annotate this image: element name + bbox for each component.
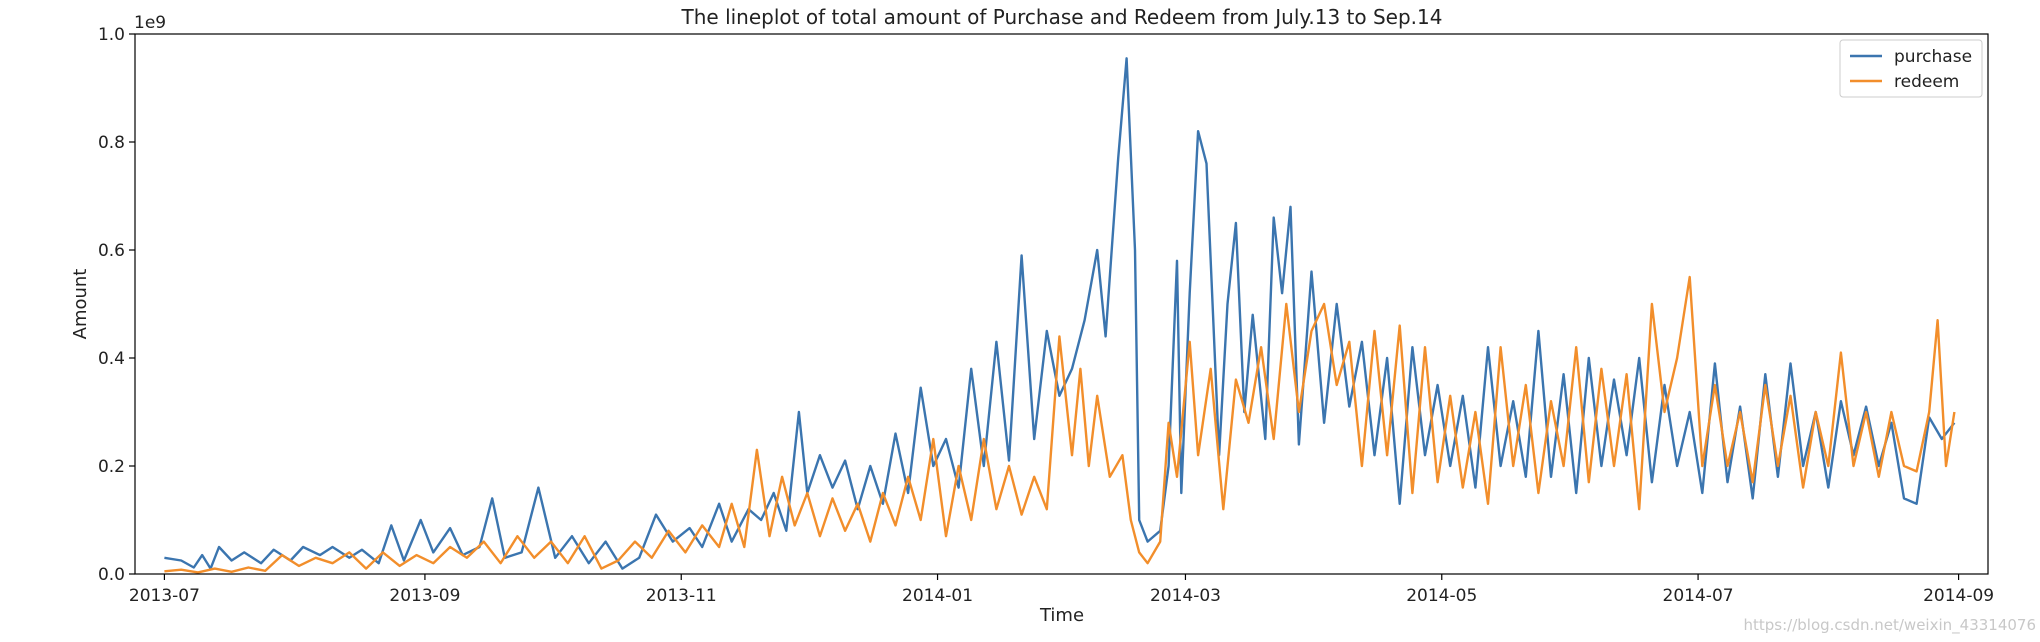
y-axis: 0.0 0.2 0.4 0.6 0.8 1.0	[98, 25, 135, 585]
x-tick-label: 2014-03	[1150, 586, 1221, 606]
x-tick-label: 2014-05	[1406, 586, 1477, 606]
x-tick-label: 2014-01	[902, 586, 973, 606]
chart-title: The lineplot of total amount of Purchase…	[681, 5, 1443, 29]
legend-label-purchase: purchase	[1894, 47, 1972, 67]
legend: purchase redeem	[1839, 39, 1983, 98]
x-axis: 2013-07 2013-09 2013-11 2014-01 2014-03 2014-…	[129, 574, 1994, 606]
watermark-text: https://blog.csdn.net/weixin_43314076	[1743, 616, 2036, 635]
y-tick-label: 0.0	[98, 565, 125, 585]
y-scale-label: 1e9	[134, 13, 166, 33]
series-line-redeem	[164, 275, 1956, 574]
x-tick-label: 2014-07	[1663, 586, 1734, 606]
y-tick-label: 0.6	[98, 241, 125, 261]
legend-label-redeem: redeem	[1894, 72, 1959, 92]
x-tick-label: 2013-09	[389, 586, 460, 606]
y-tick-label: 1.0	[98, 25, 125, 45]
y-tick-label: 0.2	[98, 457, 125, 477]
plot-frame	[134, 33, 1989, 575]
x-tick-label: 2014-09	[1923, 586, 1994, 606]
x-tick-label: 2013-07	[129, 586, 200, 606]
x-tick-label: 2013-11	[646, 586, 717, 606]
legend-box	[1839, 39, 1983, 98]
x-axis-label: Time	[1039, 605, 1084, 626]
series-lines	[164, 57, 1956, 574]
series-line-purchase	[164, 57, 1956, 570]
y-tick-label: 0.8	[98, 133, 125, 153]
y-axis-label: Amount	[70, 269, 91, 340]
y-tick-label: 0.4	[98, 349, 125, 369]
